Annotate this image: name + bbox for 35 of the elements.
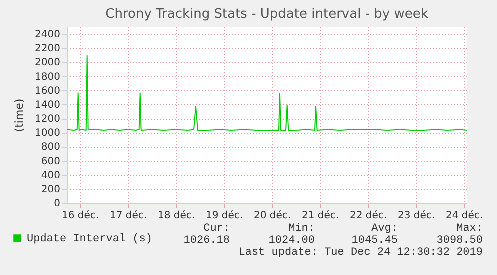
y-tick-label: 1200 <box>35 114 60 126</box>
y-tick-label: 800 <box>41 142 60 154</box>
x-tick-label: 23 déc. <box>398 210 436 222</box>
text: Avg: <box>372 223 398 235</box>
y-tick-label: 400 <box>41 170 60 182</box>
y-tick-label: 2400 <box>35 30 60 41</box>
line-series <box>66 55 468 131</box>
y-tick-label: 1600 <box>35 86 60 97</box>
chart-title: Chrony Tracking Stats - Update interval - by week <box>106 7 429 22</box>
x-tick-label: 22 déc. <box>350 210 388 222</box>
text: 3098.50 <box>436 235 483 247</box>
text: Max: <box>456 223 483 235</box>
y-tick-label: 2000 <box>35 58 60 69</box>
x-tick-label: 19 déc. <box>206 210 244 222</box>
x-tick-label: 24 déc. <box>446 210 484 222</box>
y-axis-title: (time) <box>13 98 26 132</box>
y-tick-label: 600 <box>41 156 60 168</box>
x-tick-label: 16 déc. <box>62 210 100 222</box>
y-tick-label: 0 <box>54 198 60 210</box>
y-tick-label: 1000 <box>35 128 60 140</box>
text: Min: <box>288 223 315 235</box>
text: Cur: <box>204 223 230 235</box>
y-tick-label: 1800 <box>35 72 60 83</box>
y-tick-label: 200 <box>41 184 60 196</box>
y-tick-label: 1400 <box>35 100 60 111</box>
legend-label: Update Interval (s) <box>27 234 152 246</box>
x-tick-label: 18 déc. <box>158 210 196 222</box>
text: 1024.00 <box>268 235 315 247</box>
x-tick-label: 17 déc. <box>110 210 148 222</box>
x-tick-label: 21 déc. <box>302 210 340 222</box>
text: Last update: Tue Dec 24 12:30:32 2019 <box>238 247 483 259</box>
text: 1045.45 <box>352 235 398 247</box>
text: 1026.18 <box>184 235 230 247</box>
y-tick-label: 2200 <box>35 44 60 55</box>
x-tick-label: 20 déc. <box>254 210 292 222</box>
